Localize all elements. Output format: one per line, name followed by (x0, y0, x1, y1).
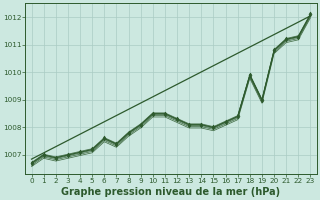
X-axis label: Graphe pression niveau de la mer (hPa): Graphe pression niveau de la mer (hPa) (61, 187, 281, 197)
